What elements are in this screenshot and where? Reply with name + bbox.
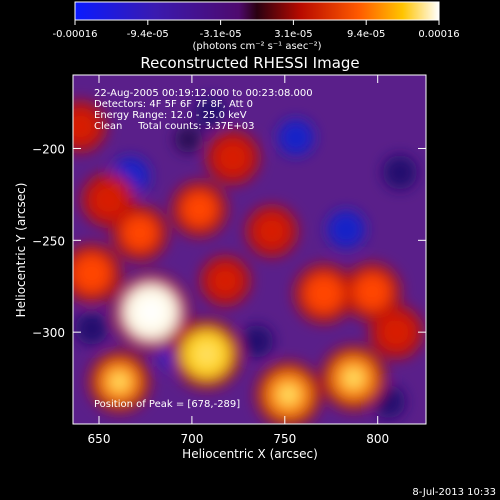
info-line-1: 22-Aug-2005 00:19:12.000 to 00:23:08.000 xyxy=(94,88,313,99)
x-tick-label: 700 xyxy=(180,432,203,446)
x-tick-label: 650 xyxy=(88,432,111,446)
colorbar-tick-label: 9.4e-05 xyxy=(347,29,385,40)
heatmap-hotspot xyxy=(121,214,158,252)
colorbar-tick-label: 3.1e-05 xyxy=(274,29,312,40)
heatmap-core xyxy=(110,372,129,392)
heatmap-hotspot xyxy=(215,140,250,175)
colorbar-tick-label: -3.1e-05 xyxy=(200,29,242,40)
colorbar-tick-label: -9.4e-05 xyxy=(127,29,169,40)
heatmap-hotspot xyxy=(91,182,126,218)
heatmap-hotspot xyxy=(303,273,344,314)
heatmap-core xyxy=(278,384,299,405)
y-tick-label: −250 xyxy=(32,234,65,248)
colorbar-units: (photons cm⁻² s⁻¹ asec⁻²) xyxy=(192,41,321,52)
y-tick-label: −200 xyxy=(32,142,65,156)
heatmap-features xyxy=(73,96,424,424)
colorbar-tick-label: 0.00016 xyxy=(418,29,459,40)
heatmap-hotspot xyxy=(379,314,414,350)
heatmap-hotspot xyxy=(353,272,392,311)
info-line-4: Clean Total counts: 3.37E+03 xyxy=(94,121,254,132)
heatmap-hotspot xyxy=(255,214,289,248)
colorbar xyxy=(74,1,440,21)
heatmap-coldspot xyxy=(75,312,108,345)
info-line-3: Energy Range: 12.0 - 25.0 keV xyxy=(94,110,247,121)
axis-ticks: 650 700 750 800 −200 −250 −300 xyxy=(32,75,426,446)
plot-frame xyxy=(72,74,427,425)
y-tick-label: −300 xyxy=(32,326,65,340)
info-line-2: Detectors: 4F 5F 6F 7F 8F, Att 0 xyxy=(94,99,253,110)
heatmap-coldspot xyxy=(327,210,366,249)
timestamp: 8-Jul-2013 10:33 xyxy=(412,487,496,498)
chart-title: Reconstructed RHESSI Image xyxy=(140,54,359,72)
heatmap-hotspot xyxy=(73,110,97,143)
heatmap-core xyxy=(195,343,218,366)
peak-position-label: Position of Peak = [678,-289] xyxy=(94,399,240,410)
colorbar-tick-label: -0.00016 xyxy=(53,29,98,40)
heatmap-coldspot xyxy=(195,96,226,128)
info-block: 22-Aug-2005 00:19:12.000 to 00:23:08.000… xyxy=(94,88,313,132)
heatmap-core xyxy=(343,367,364,389)
x-axis-label: Heliocentric X (arcsec) xyxy=(182,447,318,461)
heatmap-hotspot xyxy=(209,265,241,297)
x-tick-label: 750 xyxy=(273,432,296,446)
colorbar-ticks: -0.00016 -9.4e-05 -3.1e-05 3.1e-05 9.4e-05 0.… xyxy=(53,20,460,40)
heatmap-hotspot xyxy=(73,253,112,294)
heatmap-coldspot xyxy=(174,125,202,153)
heatmap-hotspot xyxy=(181,190,218,228)
heatmap-coldspot xyxy=(277,119,315,156)
y-axis-label: Heliocentric Y (arcsec) xyxy=(14,183,28,318)
x-tick-label: 800 xyxy=(366,432,389,446)
heatmap-core xyxy=(138,299,164,325)
heatmap-coldspot xyxy=(382,155,418,190)
heatmap-coldspot xyxy=(240,325,274,358)
